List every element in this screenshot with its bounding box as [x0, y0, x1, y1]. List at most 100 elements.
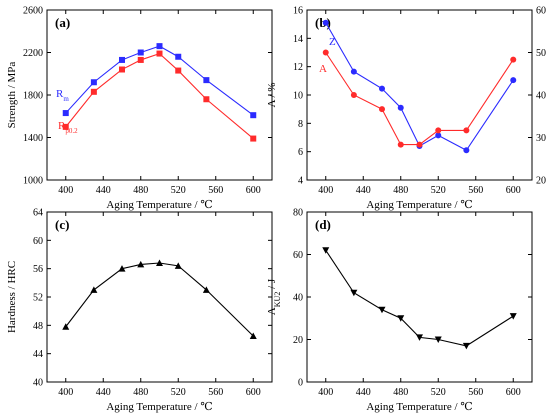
data-point — [62, 123, 69, 130]
y2-tick-label: 30 — [536, 133, 546, 144]
series-line — [325, 249, 514, 347]
y-tick-label: 48 — [33, 321, 43, 332]
y-tick-label: 1400 — [23, 133, 43, 144]
panel-label: (a) — [55, 15, 70, 30]
series-line — [65, 45, 254, 116]
x-tick-label: 520 — [431, 185, 446, 196]
data-point — [90, 79, 97, 86]
data-point — [350, 92, 357, 98]
y-tick-label: 80 — [293, 208, 303, 219]
y-tick-label: 64 — [33, 208, 43, 219]
x-tick-label: 520 — [171, 387, 186, 398]
data-point — [175, 67, 182, 74]
y-tick-label: 56 — [33, 264, 43, 275]
y-tick-label: 2200 — [23, 48, 43, 59]
y2-tick-label: 60 — [536, 6, 546, 17]
x-tick-label: 480 — [393, 185, 408, 196]
data-point — [322, 19, 329, 26]
data-point — [119, 56, 125, 63]
x-tick-label: 600 — [506, 185, 521, 196]
chart-panel-1: 400 440 480 520 560 600 1000 1400 1800 2200 2600 Ag… — [6, 6, 273, 211]
data-point — [397, 104, 404, 111]
data-point — [379, 85, 385, 92]
y-tick-label: 40 — [33, 378, 43, 389]
data-point — [62, 323, 70, 330]
data-point — [175, 53, 182, 60]
y2-tick-label: 40 — [536, 91, 546, 102]
chart-panel-3: 400 440 480 520 560 600 40 44 48 52 56 60 64 Aging Te… — [6, 208, 273, 413]
x-axis-label: Aging Temperature / ℃ — [366, 199, 472, 211]
x-axis-label: Aging Temperature / ℃ — [366, 401, 472, 413]
x-tick-label: 600 — [246, 185, 261, 196]
x-tick-label: 480 — [133, 185, 148, 196]
data-point — [350, 289, 358, 297]
series-line — [65, 262, 254, 337]
x-tick-label: 520 — [171, 185, 186, 196]
data-point — [250, 135, 257, 142]
data-point — [174, 262, 182, 269]
data-point — [202, 286, 210, 293]
chart-panel-4: 400 440 480 520 560 600 0 20 40 60 80 Aging Tempera… — [266, 208, 533, 413]
x-tick-label: 560 — [468, 387, 483, 398]
x-tick-label: 560 — [208, 387, 223, 398]
data-point — [510, 77, 517, 84]
plot-frame — [46, 211, 273, 383]
series-label: A — [319, 63, 327, 75]
series-line — [325, 22, 514, 151]
series-line — [325, 52, 514, 146]
y-tick-label: 52 — [33, 293, 43, 304]
y-tick-label: 1800 — [23, 91, 43, 102]
data-point — [379, 106, 385, 113]
data-point — [416, 141, 423, 148]
x-tick-label: 440 — [96, 185, 111, 196]
y-tick-label: 10 — [293, 91, 303, 102]
data-point — [510, 56, 517, 63]
panel-label: (d) — [315, 217, 331, 232]
x-tick-label: 440 — [96, 387, 111, 398]
data-point — [156, 43, 163, 50]
data-point — [137, 56, 144, 63]
data-point — [249, 332, 257, 339]
x-tick-label: 440 — [356, 185, 371, 196]
data-point — [462, 342, 470, 350]
y-tick-label: 1000 — [23, 176, 43, 187]
y2-tick-label: 20 — [536, 176, 546, 187]
x-tick-label: 480 — [133, 387, 148, 398]
chart-panel-2: 400 440 480 520 560 600 4 6 8 10 12 14 16 20 30 40 50 60 A… — [266, 6, 546, 212]
y-tick-label: 16 — [293, 6, 303, 17]
data-point — [203, 96, 210, 103]
y-tick-label: 20 — [293, 335, 303, 346]
x-tick-label: 600 — [246, 387, 261, 398]
y-tick-label: 14 — [293, 34, 303, 45]
y-tick-label: 40 — [293, 293, 303, 304]
data-point — [463, 127, 470, 134]
x-tick-label: 400 — [58, 185, 73, 196]
data-point — [509, 313, 517, 320]
y-axis-label: Strength / MPa — [6, 62, 18, 129]
x-tick-label: 560 — [208, 185, 223, 196]
x-tick-label: 480 — [393, 387, 408, 398]
data-point — [378, 306, 386, 314]
data-point — [435, 132, 442, 139]
data-point — [322, 247, 330, 254]
plot-frame — [46, 9, 273, 181]
data-point — [397, 141, 404, 148]
data-point — [137, 49, 144, 56]
data-point — [118, 265, 126, 272]
y-tick-label: 6 — [298, 147, 303, 158]
panel-label: (c) — [55, 217, 69, 232]
data-point — [137, 260, 145, 268]
x-tick-label: 440 — [356, 387, 371, 398]
y-axis-label: A / % — [266, 82, 278, 107]
data-point — [119, 66, 125, 73]
data-point — [156, 50, 163, 57]
series-label: Rm — [56, 88, 69, 103]
y-tick-label: 8 — [298, 119, 303, 130]
y-axis-label: Hardness / HRC — [6, 261, 18, 333]
x-tick-label: 400 — [58, 387, 73, 398]
y-tick-label: 44 — [33, 349, 43, 360]
y-tick-label: 4 — [298, 176, 303, 187]
data-point — [463, 147, 470, 154]
data-point — [90, 286, 98, 293]
